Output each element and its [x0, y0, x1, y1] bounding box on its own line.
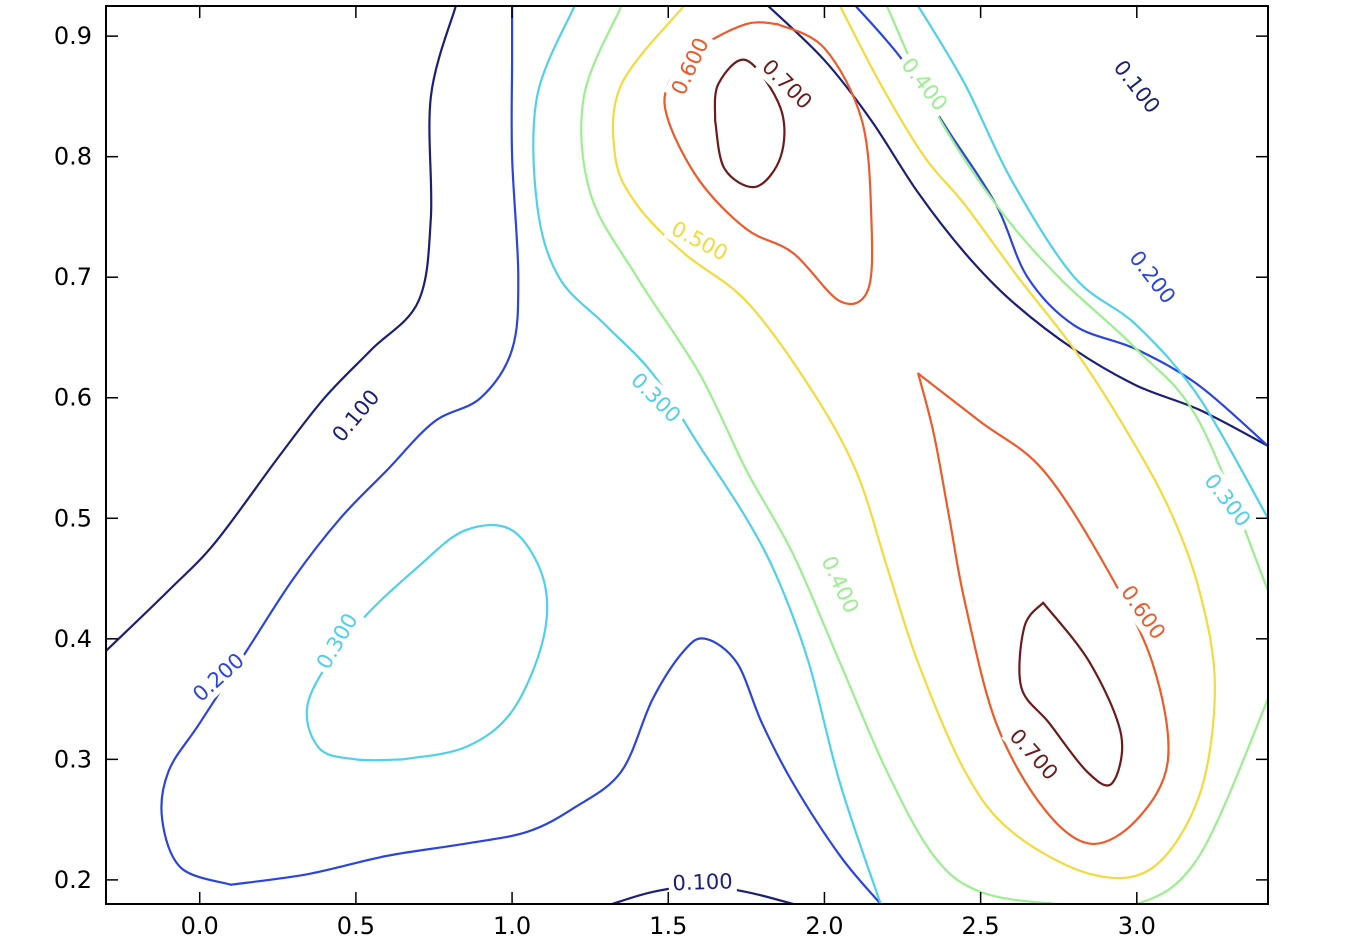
contour-label-bg — [1105, 52, 1168, 122]
contour-label-group-4: 0.200 — [1121, 242, 1184, 312]
contour-label-group-11: 0.600 — [663, 29, 717, 103]
x-tick-label: 0.0 — [181, 912, 219, 940]
contour-label-bg — [184, 644, 253, 710]
contour-label-0-4: 0.400 — [896, 53, 952, 115]
contour-line-0-2-3 — [229, 637, 882, 904]
y-tick-label: 0.8 — [54, 143, 92, 171]
y-tick-label: 0.5 — [54, 504, 92, 532]
contour-label-0-2: 0.200 — [188, 648, 249, 706]
x-tick-label: 0.5 — [337, 912, 375, 940]
contour-label-bg — [1196, 465, 1259, 535]
contour-label-0-3: 0.300 — [312, 609, 363, 673]
x-tick-label: 2.0 — [805, 912, 843, 940]
contour-label-bg — [324, 381, 388, 451]
contour-label-group-0: 0.100 — [324, 381, 388, 451]
contour-label-bg — [308, 605, 366, 678]
contour-label-0-6: 0.600 — [667, 34, 714, 99]
contour-line-0-4-9 — [580, 6, 1268, 904]
contour-label-group-13: 0.700 — [753, 51, 821, 118]
contour-label-0-1: 0.100 — [327, 385, 384, 446]
contour-label-0-1: 0.100 — [672, 869, 733, 895]
contour-label-group-9: 0.400 — [813, 548, 867, 621]
contour-label-0-7: 0.700 — [757, 55, 816, 114]
contour-line-0-3-8 — [917, 6, 1268, 520]
contour-label-group-1: 0.100 — [1105, 52, 1168, 122]
y-tick-label: 0.7 — [54, 263, 92, 291]
x-tick-label: 3.0 — [1118, 912, 1156, 940]
contour-label-0-2: 0.200 — [1124, 246, 1180, 308]
y-axis: 0.2 0.3 0.4 0.5 0.6 0.7 0.8 0.9 — [54, 22, 1268, 894]
contour-label-bg — [622, 364, 690, 431]
contour-line-0-6-13 — [917, 372, 1170, 845]
contour-label-bg — [668, 868, 738, 897]
y-tick-label: 0.2 — [54, 866, 92, 894]
contour-label-0-1: 0.100 — [1109, 56, 1165, 118]
contour-label-group-8: 0.400 — [893, 49, 956, 120]
x-tick-label: 2.5 — [962, 912, 1000, 940]
contour-label-group-5: 0.300 — [308, 605, 366, 678]
x-tick-label: 1.0 — [493, 912, 531, 940]
x-tick-label: 1.5 — [649, 912, 687, 940]
plot-frame — [105, 5, 1269, 905]
contour-label-bg — [1121, 242, 1184, 312]
y-tick-label: 0.9 — [54, 22, 92, 50]
contour-line-0-5-11 — [611, 6, 1216, 880]
contour-label-bg — [813, 548, 867, 621]
contour-label-0-5: 0.500 — [667, 216, 731, 265]
contour-lines — [106, 6, 1268, 904]
contour-line-0-1-1 — [767, 6, 1268, 448]
contour-line-0-1-0 — [106, 6, 457, 652]
x-axis: 0.0 0.5 1.0 1.5 2.0 2.5 3.0 — [181, 6, 1156, 940]
contour-line-0-3-7 — [532, 6, 882, 904]
contour-label-0-4: 0.400 — [817, 552, 864, 617]
y-tick-label: 0.3 — [54, 745, 92, 773]
contour-label-group-6: 0.300 — [622, 364, 690, 431]
contour-label-bg — [663, 29, 717, 103]
contour-line-0-7-15 — [1018, 601, 1124, 787]
contour-line-0-2-4 — [160, 6, 520, 886]
contour-line-0-7-14 — [713, 58, 786, 189]
contour-label-group-10: 0.500 — [663, 213, 736, 269]
contour-line-0-3-6 — [305, 523, 549, 762]
contour-label-bg — [1112, 576, 1174, 648]
y-tick-label: 0.4 — [54, 625, 92, 653]
contour-label-0-7: 0.700 — [1005, 724, 1063, 785]
contour-label-group-2: 0.100 — [668, 868, 738, 897]
y-tick-label: 0.6 — [54, 384, 92, 412]
contour-label-bg — [1001, 720, 1067, 789]
contour-label-group-3: 0.200 — [184, 644, 253, 710]
contour-label-bg — [893, 49, 956, 120]
contour-label-group-7: 0.300 — [1196, 465, 1259, 535]
contour-label-bg — [663, 213, 736, 269]
contour-label-bg — [753, 51, 821, 118]
